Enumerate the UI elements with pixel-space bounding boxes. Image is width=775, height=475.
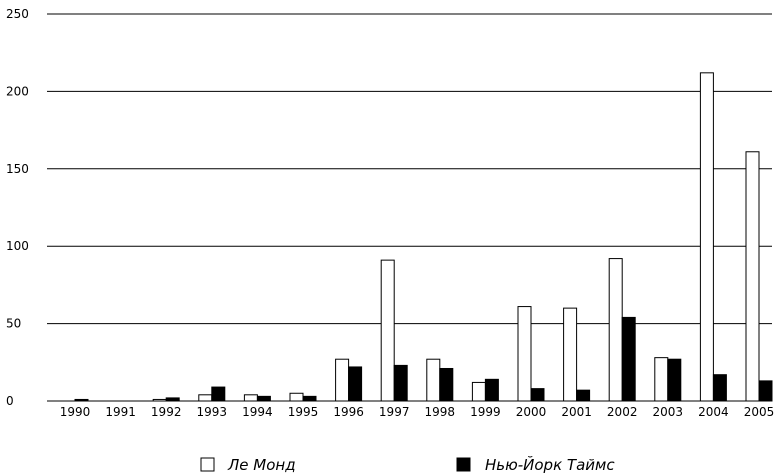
bar-nyt-2000 [530,388,545,402]
bar-nyt-1997 [393,364,408,402]
x-tick-label: 2002 [607,405,638,419]
y-tick-label: 100 [6,239,29,253]
bar-nyt-1994 [256,395,271,402]
x-tick-label: 1996 [333,405,364,419]
y-tick-label: 50 [6,317,21,331]
y-tick-label: 150 [6,162,29,176]
x-tick-label: 1991 [105,405,136,419]
bar-nyt-2002 [621,316,636,402]
y-tick-label: 200 [6,84,29,98]
x-tick-label: 1998 [425,405,456,419]
y-tick-label: 0 [6,394,14,408]
legend-label-le-monde: Ле Монд [227,456,296,474]
bar-le-monde-1994 [243,394,258,402]
bar-nyt-1995 [302,395,317,402]
y-axis-ticks: 0 50 100 150 200 250 [6,7,29,408]
x-tick-label: 2003 [653,405,684,419]
x-tick-label: 1999 [470,405,501,419]
bar-le-monde-1997 [380,259,395,402]
bar-le-monde-2003 [654,357,669,402]
x-tick-label: 1995 [288,405,319,419]
bars [74,72,773,402]
x-axis-ticks: 1990 1991 1992 1993 1994 1995 1996 1997 1998 1999… [60,405,775,419]
bar-nyt-1990 [74,398,89,402]
x-tick-label: 2001 [561,405,592,419]
bar-nyt-1996 [348,366,363,402]
bar-nyt-1999 [484,378,499,402]
legend: Ле Монд Нью-Йорк Таймс [200,455,615,474]
bar-le-monde-1996 [335,358,350,402]
legend-swatch-nyt [456,457,471,472]
bar-nyt-2003 [667,358,682,402]
bar-le-monde-1992 [152,398,167,402]
bar-le-monde-2005 [745,151,760,402]
x-tick-label: 2004 [698,405,729,419]
bar-nyt-2005 [758,380,773,402]
bar-le-monde-1998 [426,358,441,402]
bar-le-monde-1995 [289,392,304,402]
x-tick-label: 1997 [379,405,410,419]
bar-le-monde-1999 [471,381,486,402]
bar-le-monde-2001 [563,307,578,402]
bar-nyt-1993 [211,386,226,402]
gridlines [47,13,772,402]
x-tick-label: 1992 [151,405,182,419]
bar-nyt-1998 [439,367,454,402]
x-tick-label: 1990 [60,405,91,419]
bar-le-monde-1993 [198,394,213,402]
y-tick-label: 250 [6,7,29,21]
legend-label-nyt: Нью-Йорк Таймс [485,455,615,474]
bar-nyt-1992 [165,397,180,402]
legend-swatch-le-monde [200,457,215,472]
x-tick-label: 2005 [744,405,775,419]
x-tick-label: 1994 [242,405,273,419]
bar-le-monde-2002 [608,258,623,402]
x-tick-label: 1993 [197,405,228,419]
bar-le-monde-2000 [517,306,532,402]
bar-nyt-2004 [712,374,727,402]
bar-le-monde-2004 [699,72,714,402]
x-tick-label: 2000 [516,405,547,419]
bar-nyt-2001 [576,389,591,402]
